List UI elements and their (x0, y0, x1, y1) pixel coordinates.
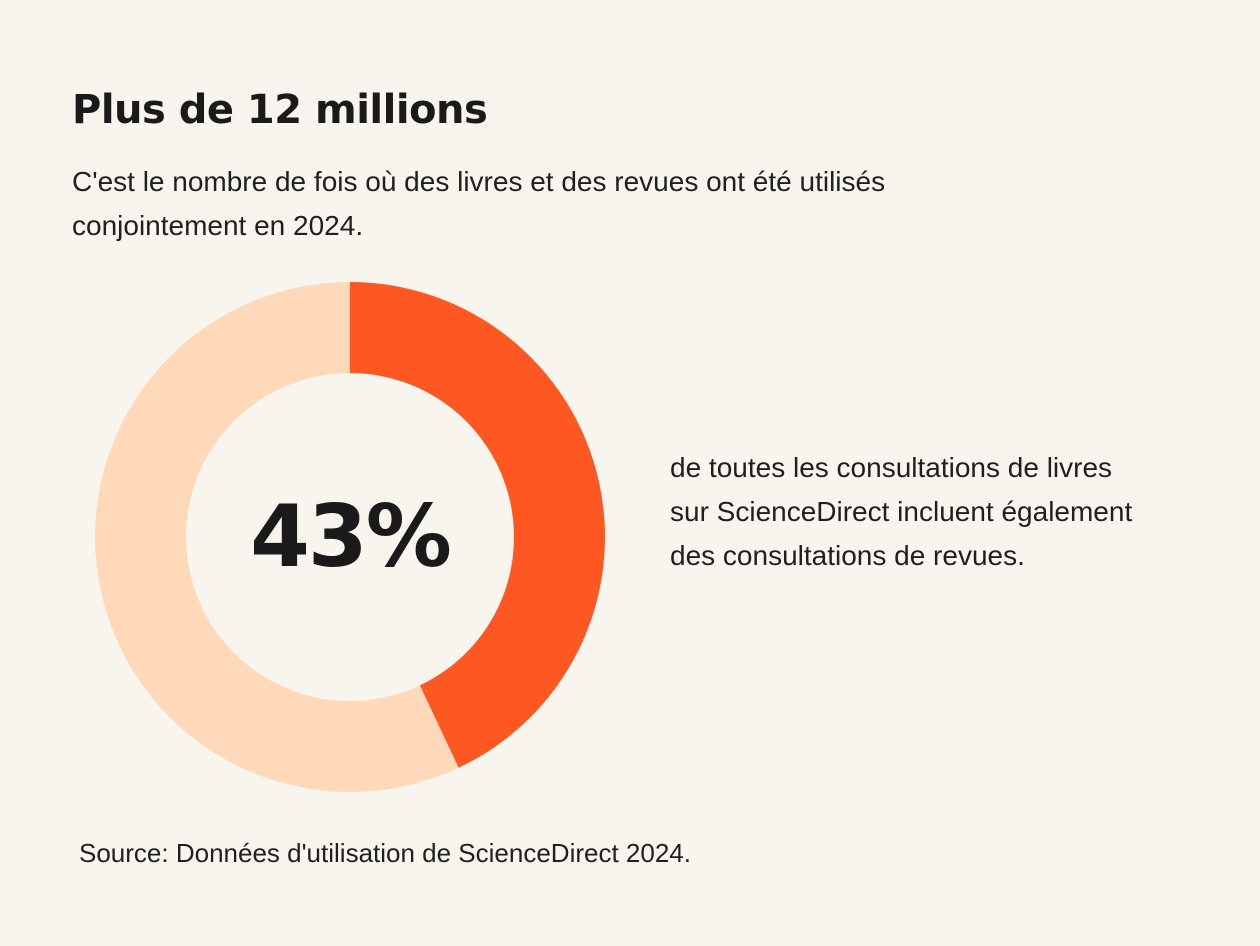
donut-slice-remainder (95, 282, 459, 792)
donut-chart-svg (95, 282, 605, 792)
donut-chart (95, 282, 605, 792)
page-subtitle: C'est le nombre de fois où des livres et… (72, 166, 886, 241)
chart-caption: de toutes les consultations de livres su… (670, 452, 1133, 571)
donut-slice-highlight (350, 282, 605, 768)
page-title: Plus de 12 millions (72, 87, 488, 133)
source-note: Source: Données d'utilisation de Science… (79, 838, 691, 868)
